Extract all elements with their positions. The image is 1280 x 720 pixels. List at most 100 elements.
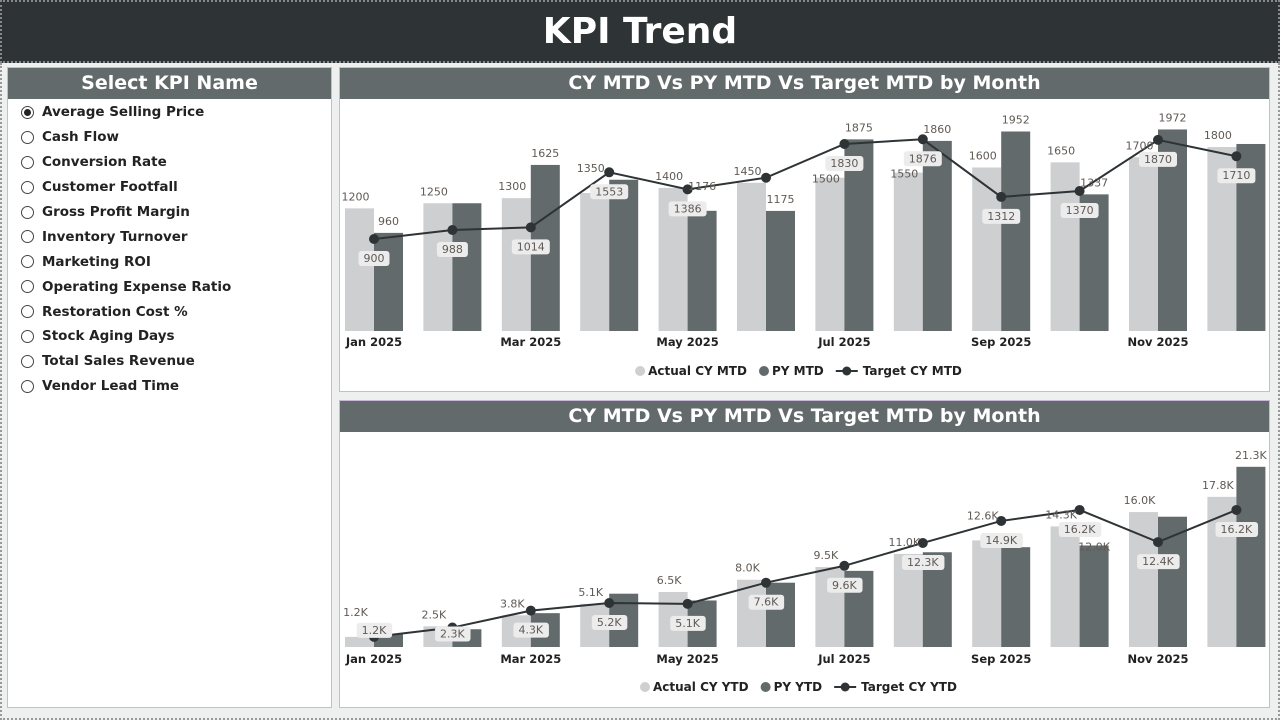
target-data-label-group: 7.6K (748, 594, 785, 610)
kpi-slicer: Select KPI Name Average Selling Price Cas… (7, 67, 332, 708)
target-data-label: 1014 (517, 240, 545, 253)
actual-data-label: 1250 (420, 185, 448, 198)
actual-data-label-group: 9.5K (814, 549, 839, 562)
x-tick-label: May 2025 (656, 335, 718, 349)
actual-data-label-group: 1400 (655, 170, 683, 183)
kpi-option[interactable]: Restoration Cost % (8, 299, 331, 324)
actual-bar (1050, 526, 1080, 647)
kpi-option[interactable]: Inventory Turnover (8, 224, 331, 249)
radio-button[interactable] (21, 180, 34, 194)
py-data-label: 1860 (923, 123, 951, 136)
actual-data-label: 17.8K (1202, 479, 1234, 492)
target-data-label-group: 1.2K (356, 622, 393, 638)
actual-data-label-group: 1450 (734, 165, 762, 178)
target-label-box (435, 626, 471, 642)
legend-target-marker (840, 682, 850, 692)
kpi-option[interactable]: Marketing ROI (8, 249, 331, 274)
target-data-label: 1870 (1144, 153, 1172, 166)
page-title: KPI Trend (542, 11, 738, 52)
target-data-label-group: 5.2K (591, 615, 628, 631)
target-data-label-group: 988 (436, 242, 468, 258)
actual-bar (893, 172, 923, 331)
radio-button[interactable] (21, 205, 34, 219)
actual-bar (580, 193, 610, 331)
legend-py: PY MTD (772, 364, 824, 378)
target-label-box (903, 151, 942, 167)
target-data-label-group: 1014 (511, 239, 550, 255)
target-data-label-group: 1830 (825, 155, 864, 171)
kpi-option[interactable]: Conversion Rate (8, 150, 331, 175)
target-data-label: 900 (364, 252, 385, 265)
target-data-label: 1386 (674, 202, 702, 215)
target-point (996, 191, 1007, 202)
py-bar (1001, 547, 1031, 647)
kpi-option[interactable]: Customer Footfall (8, 175, 331, 200)
target-data-label-group: 1370 (1060, 202, 1099, 218)
py-data-label-group: 1176 (688, 180, 716, 193)
py-bar (609, 179, 639, 331)
x-tick-label: Jul 2025 (817, 335, 870, 349)
kpi-option[interactable]: Stock Aging Days (8, 324, 331, 349)
radio-button[interactable] (21, 255, 34, 269)
target-data-label-group: 16.2K (1215, 521, 1259, 537)
actual-data-label: 1200 (342, 190, 370, 203)
py-data-label: 1625 (531, 147, 559, 160)
kpi-option-label: Total Sales Revenue (42, 353, 195, 370)
radio-button[interactable] (21, 379, 34, 393)
actual-bar (737, 579, 766, 647)
kpi-option[interactable]: Operating Expense Ratio (8, 274, 331, 299)
target-data-label: 14.9K (985, 534, 1017, 547)
py-data-label: 1952 (1002, 114, 1030, 127)
legend-py-marker (758, 366, 769, 376)
target-point (604, 167, 615, 178)
py-data-label-group: 960 (378, 215, 399, 228)
py-bar (687, 210, 717, 331)
radio-button[interactable] (21, 155, 34, 169)
kpi-option-label: Inventory Turnover (42, 228, 188, 245)
radio-button[interactable] (21, 354, 34, 368)
kpi-option[interactable]: Total Sales Revenue (8, 349, 331, 374)
target-point (525, 605, 536, 616)
target-line (373, 508, 1237, 638)
target-point (1074, 185, 1085, 196)
target-label-box (980, 532, 1023, 548)
radio-button[interactable] (21, 230, 34, 244)
actual-data-label: 1550 (890, 168, 918, 181)
py-bar (922, 140, 952, 331)
ytd-chart-title: CY MTD Vs PY MTD Vs Target MTD by Month (340, 401, 1269, 432)
target-point (761, 577, 771, 588)
target-data-label: 7.6K (754, 596, 779, 609)
py-bar (844, 139, 874, 331)
radio-button[interactable] (21, 305, 34, 319)
target-data-label-group: 12.4K (1137, 554, 1180, 570)
legend-actual: Actual CY YTD (653, 680, 749, 694)
target-data-label-group: 1876 (903, 151, 942, 167)
py-data-label-group: 1952 (1002, 114, 1030, 127)
actual-bar (1129, 157, 1158, 331)
py-data-label-group: 1875 (845, 121, 873, 134)
actual-data-label: 1500 (812, 173, 840, 186)
kpi-option[interactable]: Gross Profit Margin (8, 200, 331, 225)
actual-data-label: 2.5K (422, 608, 447, 621)
target-label-box (358, 251, 390, 267)
radio-button[interactable] (21, 105, 34, 119)
actual-bar (423, 203, 453, 331)
actual-data-label-group: 1350 (577, 162, 605, 175)
kpi-option[interactable]: Average Selling Price (8, 100, 331, 125)
radio-button[interactable] (21, 130, 34, 144)
actual-data-label: 1350 (577, 162, 605, 175)
radio-button[interactable] (21, 329, 34, 343)
kpi-option[interactable]: Vendor Lead Time (8, 374, 331, 399)
actual-data-label-group: 1200 (342, 190, 370, 203)
x-tick-label: Sep 2025 (971, 335, 1031, 349)
legend-target-marker (842, 366, 852, 376)
kpi-option[interactable]: Cash Flow (8, 125, 331, 150)
radio-button[interactable] (21, 280, 34, 294)
target-data-label: 2.3K (440, 628, 465, 641)
target-point (525, 222, 536, 233)
py-data-label: 1176 (688, 180, 716, 193)
target-data-label: 16.2K (1064, 523, 1096, 536)
x-tick-label: Mar 2025 (500, 335, 561, 349)
target-label-box (901, 554, 945, 570)
legend-actual-marker (640, 682, 650, 692)
